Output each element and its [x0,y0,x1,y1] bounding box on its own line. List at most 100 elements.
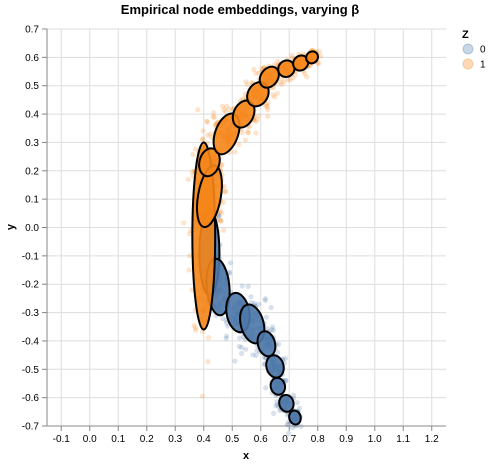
legend-label-1: 1 [480,60,486,71]
scatter-point-1 [186,267,192,273]
y-tick-label: -0.2 [22,280,40,291]
scatter-point-1 [245,129,251,135]
scatter-point-0 [276,341,282,347]
y-tick-label: -0.4 [22,336,40,347]
x-axis-title: x [243,450,250,462]
scatter-point-1 [264,104,271,110]
scatter-point-1 [316,48,323,55]
scatter-point-1 [245,130,252,136]
y-tick-label: -0.6 [22,393,40,404]
scatter-point-1 [265,113,271,120]
y-tick-label: 0.0 [25,223,39,234]
y-tick-label: -0.7 [22,422,40,433]
scatter-point-1 [208,131,214,137]
scatter-point-1 [253,118,259,125]
scatter-point-1 [211,110,217,116]
x-tick-label: 0.0 [83,434,97,445]
scatter-point-0 [237,335,243,341]
scatter-point-1 [220,199,226,205]
x-tick-label: 1.1 [396,434,410,445]
scatter-point-1 [205,132,211,138]
scatter-point-1 [287,77,293,83]
grid [47,28,446,427]
scatter-point-0 [290,392,297,398]
scatter-point-0 [286,430,292,437]
scatter-point-1 [221,227,227,233]
scatter-point-1 [205,359,211,365]
scatter-point-0 [242,346,249,352]
scatter-point-0 [253,352,259,358]
x-tick-label: 0.7 [282,434,296,445]
scatter-point-1 [254,117,261,123]
scatter-point-0 [245,283,251,290]
scatter-point-1 [272,94,278,100]
scatter-point-1 [243,79,249,85]
y-tick-label: -0.5 [22,365,40,376]
scatter-point-1 [219,210,225,216]
ellipse-0 [288,409,302,426]
x-tick-label: 1.2 [425,434,439,445]
scatter-point-0 [263,385,269,391]
scatter-point-0 [271,410,277,416]
y-tick-label: 0.3 [25,138,39,149]
scatter-point-0 [263,314,270,320]
scatter-point-0 [248,294,254,300]
scatter-point-0 [224,333,230,339]
scatter-point-0 [256,301,262,307]
scatter-point-0 [216,213,222,220]
scatter-point-0 [251,300,258,306]
legend: Z 0 1 [462,29,486,71]
scatter-point-1 [281,79,287,85]
scatter-point-1 [200,128,206,134]
y-tick-label: 0.4 [25,110,39,121]
scatter-point-1 [222,189,228,195]
scatter-point-0 [250,352,256,358]
scatter-point-1 [274,90,280,96]
scatter-point-1 [277,79,283,86]
scatter-point-1 [219,162,225,168]
scatter-point-1 [242,137,248,143]
scatter-point-1 [224,103,230,109]
scatter-point-1 [275,58,281,64]
scatter-point-1 [263,101,269,108]
ellipse-1 [277,59,296,78]
x-tick-label: 1.0 [368,434,382,445]
x-tick-label: 0.2 [140,434,154,445]
scatter-point-1 [204,119,211,125]
scatter-point-0 [239,283,245,289]
scatter-point-1 [270,92,276,98]
scatter-point-1 [222,188,228,194]
scatter-point-1 [217,217,223,223]
x-tick-label: 0.6 [254,434,268,445]
scatter-point-0 [238,344,245,351]
scatter-point-1 [244,81,251,87]
scatter-point-1 [251,66,257,72]
y-tick-label: 0.1 [25,195,39,206]
scatter-point-0 [269,324,276,330]
x-tick-label: 0.4 [197,434,211,445]
scatter-point-1 [199,393,206,399]
scatter-point-1 [265,100,271,106]
scatter-point-1 [304,74,310,80]
scatter-point-1 [218,218,224,224]
legend-symbol-0 [462,43,474,55]
x-tick-label: 0.9 [339,434,353,445]
scatter-point-1 [315,61,321,67]
scatter-point-0 [236,343,242,350]
scatter-point-1 [284,76,291,83]
scatter-point-1 [289,53,295,59]
scatter-point-1 [190,151,196,158]
scatter-point-1 [253,130,259,136]
scatter-point-1 [181,220,187,226]
scatter-point-1 [290,75,296,81]
x-tick-label: 0.8 [311,434,325,445]
scatter-point-1 [186,231,193,237]
scatter-point-1 [217,217,224,224]
scatter-point-1 [195,107,201,113]
scatter-point-1 [189,169,195,175]
y-tick-label: 0.6 [25,53,39,64]
scatter-point-1 [200,136,206,142]
scatter-point-1 [279,81,285,87]
scatter-point-1 [226,106,232,113]
